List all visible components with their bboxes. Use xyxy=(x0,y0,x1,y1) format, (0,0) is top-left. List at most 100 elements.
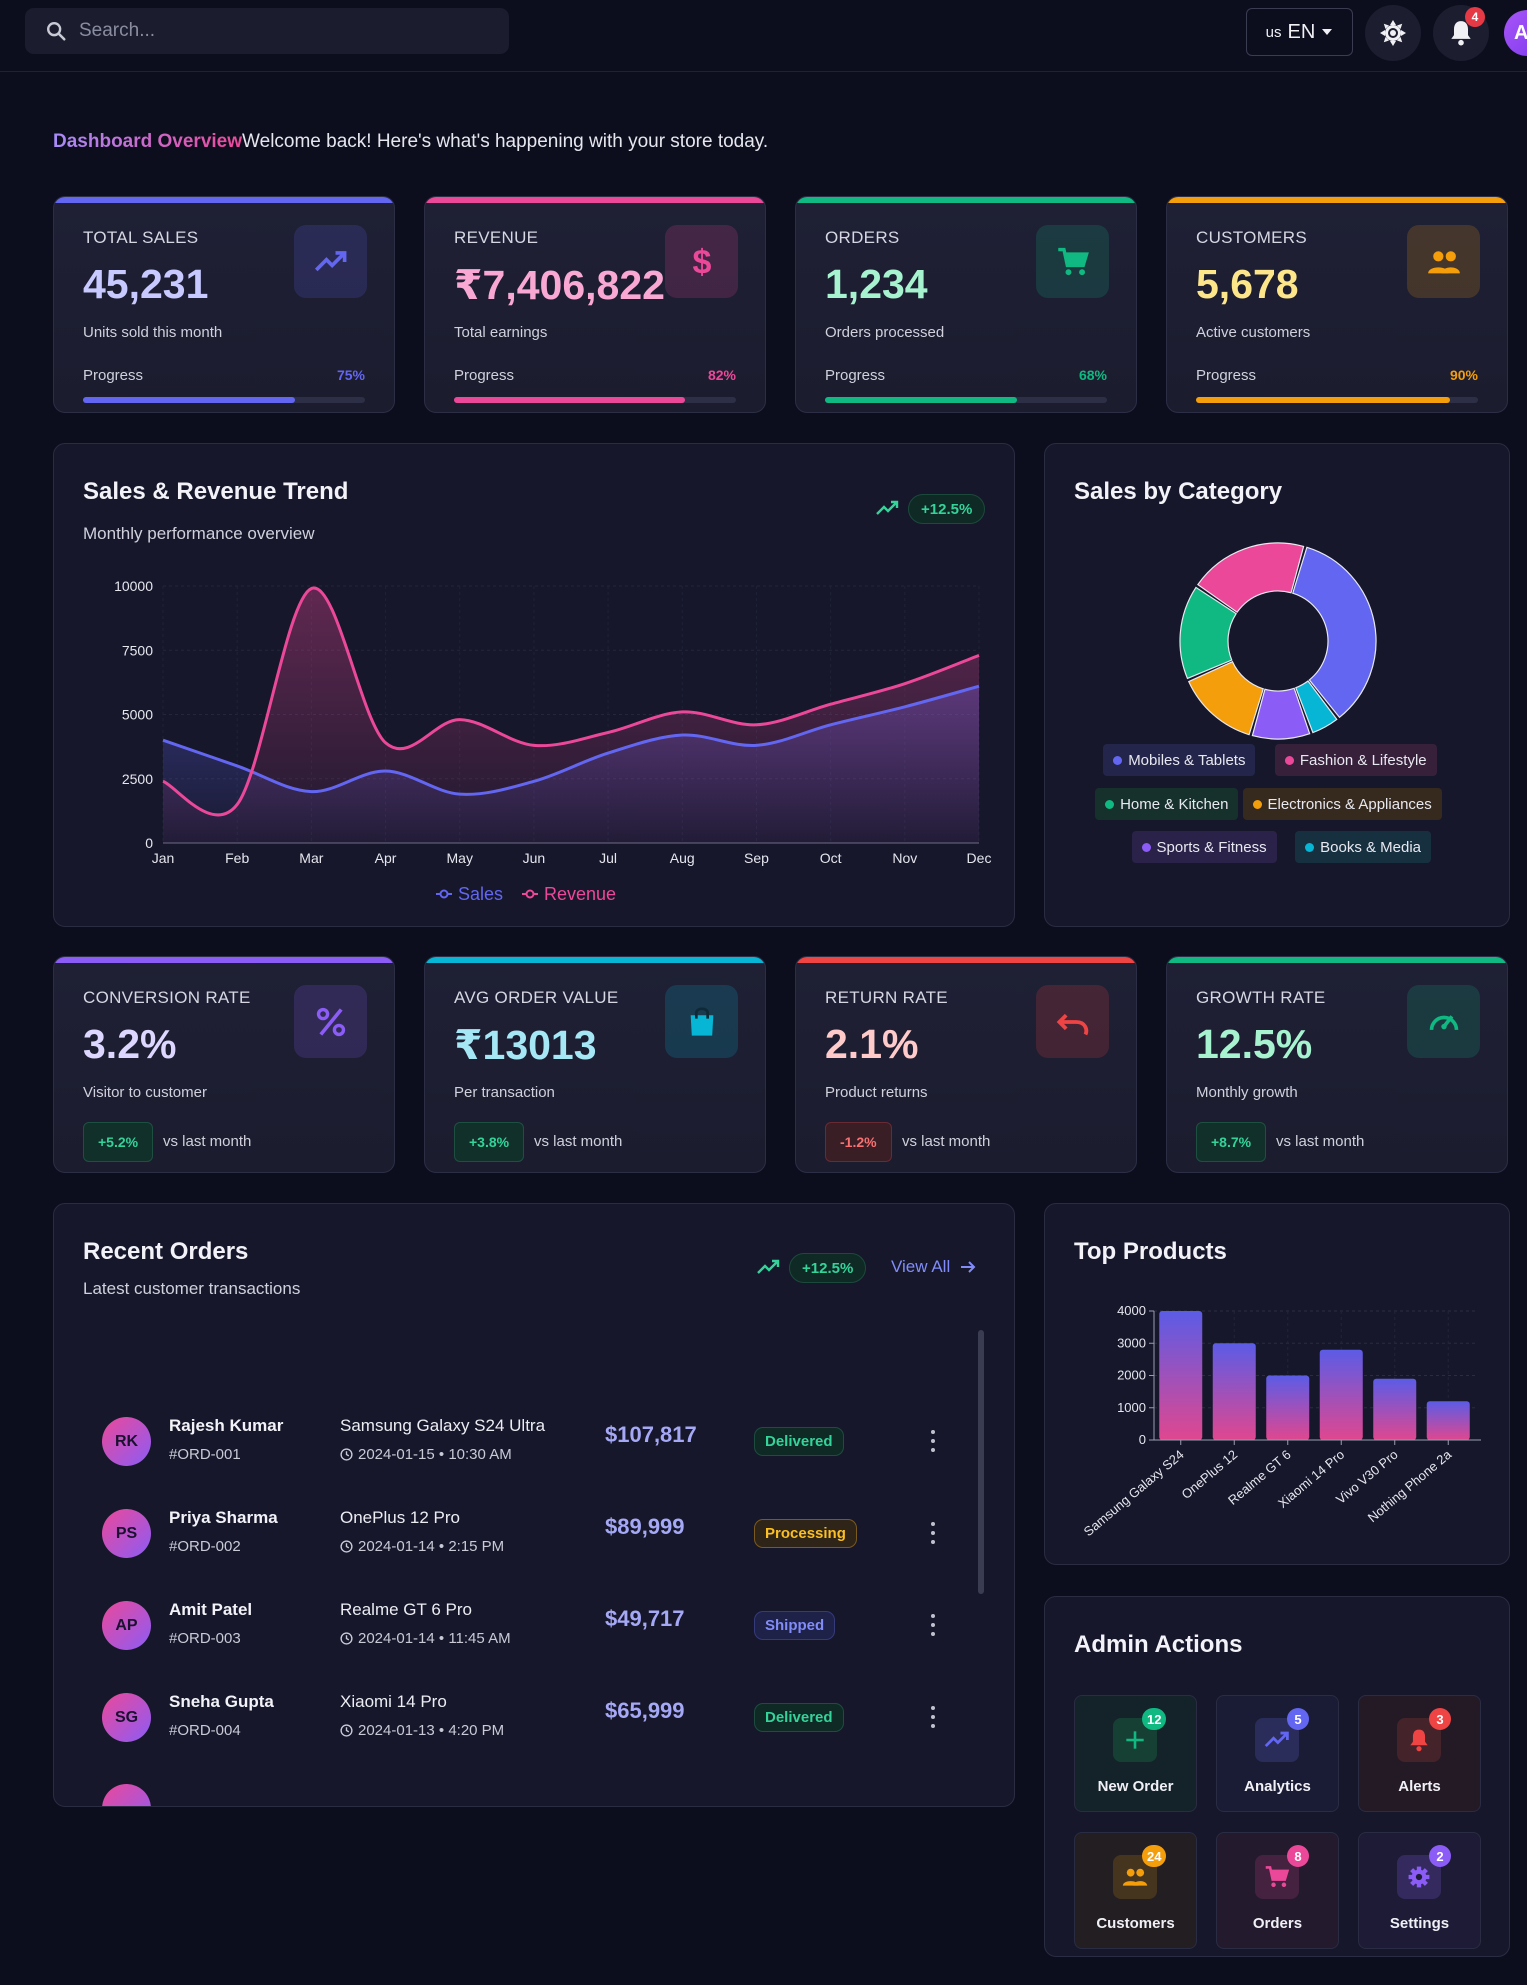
orders-scrollbar[interactable] xyxy=(978,1330,984,1594)
user-avatar[interactable]: A xyxy=(1504,10,1527,56)
product-bar[interactable] xyxy=(1266,1375,1310,1441)
order-time: 2024-01-15 • 10:30 AM xyxy=(340,1446,512,1463)
clock-icon xyxy=(340,1724,353,1737)
donut-slice[interactable] xyxy=(1251,687,1311,740)
progress-label: Progress xyxy=(1196,367,1257,384)
donut-slice[interactable] xyxy=(1291,546,1377,719)
donut-slice[interactable] xyxy=(1197,542,1305,614)
view-all-link[interactable]: View All xyxy=(891,1257,976,1277)
kpi-comparison: vs last month xyxy=(534,1133,623,1150)
legend-dot-icon xyxy=(1113,755,1123,765)
more-options-icon[interactable] xyxy=(928,1427,938,1455)
category-legend-item[interactable]: Home & Kitchen xyxy=(1095,788,1239,820)
admin-action-settings[interactable]: 2 Settings xyxy=(1358,1832,1481,1949)
dollar-icon: $ xyxy=(692,245,711,279)
theme-toggle-button[interactable] xyxy=(1365,5,1421,61)
x-tick-label: Samsung Galaxy S24 xyxy=(1081,1447,1187,1539)
category-legend-item[interactable]: Mobiles & Tablets xyxy=(1103,744,1256,776)
more-options-icon[interactable] xyxy=(928,1519,938,1547)
stat-label: CUSTOMERS xyxy=(1196,228,1308,247)
product-bar[interactable] xyxy=(1426,1401,1470,1440)
order-id: #ORD-001 xyxy=(169,1446,241,1463)
bell-icon xyxy=(1451,21,1471,46)
y-tick-label: 3000 xyxy=(1117,1335,1146,1350)
search-input[interactable] xyxy=(79,20,479,42)
x-tick-label: Oct xyxy=(820,850,842,866)
more-options-icon[interactable] xyxy=(928,1611,938,1639)
category-legend-item[interactable]: Sports & Fitness xyxy=(1131,831,1277,863)
donut-slice[interactable] xyxy=(1187,660,1265,736)
category-legend-item[interactable]: Books & Media xyxy=(1295,831,1432,863)
admin-action-alerts[interactable]: 3 Alerts xyxy=(1358,1695,1481,1812)
card-accent-bar xyxy=(425,957,765,963)
category-legend-item[interactable]: Electronics & Appliances xyxy=(1242,788,1442,820)
x-tick-label: Jul xyxy=(599,850,617,866)
top-products-panel: Top Products 4000 3000 2000 1000 0 Samsung Ga… xyxy=(1044,1203,1510,1565)
donut-slice[interactable] xyxy=(1295,680,1338,734)
language-selector[interactable]: us EN xyxy=(1246,8,1353,56)
legend-item[interactable]: Revenue xyxy=(522,884,616,904)
product-bar[interactable] xyxy=(1212,1343,1256,1440)
order-row[interactable]: SG Sneha Gupta #ORD-004 Xiaomi 14 Pro 20… xyxy=(54,1672,954,1764)
bell-icon xyxy=(1410,1729,1428,1752)
trend-chart-subtitle: Monthly performance overview xyxy=(83,524,315,543)
admin-action-orders[interactable]: 8 Orders xyxy=(1216,1832,1339,1949)
cart-icon xyxy=(1057,247,1089,275)
order-row[interactable]: PS Priya Sharma #ORD-002 OnePlus 12 Pro … xyxy=(54,1488,954,1580)
stat-description: Total earnings xyxy=(454,324,548,341)
orders-change-chip: +12.5% xyxy=(789,1253,867,1283)
admin-actions-panel: Admin Actions 12 New Order 5 Analytics 3… xyxy=(1044,1596,1510,1957)
product-bar[interactable] xyxy=(1373,1378,1417,1440)
legend-item[interactable]: Sales xyxy=(436,884,503,904)
customer-name: Amit Patel xyxy=(169,1600,253,1619)
customer-name: Sneha Gupta xyxy=(169,1692,274,1711)
stat-icon-box xyxy=(1036,225,1109,298)
admin-action-customers[interactable]: 24 Customers xyxy=(1074,1832,1197,1949)
category-legend-item[interactable]: Fashion & Lifestyle xyxy=(1274,744,1437,776)
search-bar[interactable] xyxy=(25,8,509,54)
product-bar[interactable] xyxy=(1319,1349,1363,1440)
legend-label: Mobiles & Tablets xyxy=(1128,751,1246,769)
admin-action-badge: 2 xyxy=(1429,1845,1451,1867)
customer-avatar: PS xyxy=(102,1509,151,1558)
donut-slice[interactable] xyxy=(1179,586,1237,680)
admin-action-analytics[interactable]: 5 Analytics xyxy=(1216,1695,1339,1812)
notifications-button[interactable]: 4 xyxy=(1433,5,1489,61)
customer-avatar xyxy=(102,1784,151,1806)
legend-label: Books & Media xyxy=(1320,838,1422,856)
admin-action-label: New Order xyxy=(1097,1778,1174,1795)
top-bar: us EN 4 A xyxy=(0,0,1527,72)
speedometer-icon xyxy=(1429,1014,1458,1030)
arrow-right-icon xyxy=(961,1261,976,1273)
x-tick-label: Nov xyxy=(892,850,917,866)
product-bar[interactable] xyxy=(1159,1311,1203,1440)
more-options-icon[interactable] xyxy=(928,1703,938,1731)
card-accent-bar xyxy=(54,197,394,203)
progress-percent: 82% xyxy=(707,367,736,383)
order-row[interactable]: RK Rajesh Kumar #ORD-001 Samsung Galaxy … xyxy=(54,1396,954,1488)
admin-action-label: Settings xyxy=(1389,1915,1450,1932)
trend-up-icon xyxy=(876,500,899,515)
y-tick-label: 0 xyxy=(145,835,153,851)
order-id: #ORD-004 xyxy=(169,1722,241,1739)
stat-card: CUSTOMERS 5,678 Active customers Progres… xyxy=(1166,196,1508,413)
kpi-value: 2.1% xyxy=(825,1021,919,1067)
order-row[interactable]: AP Amit Patel #ORD-003 Realme GT 6 Pro 2… xyxy=(54,1580,954,1672)
kpi-card: AVG ORDER VALUE ₹13013 Per transaction +… xyxy=(424,956,766,1173)
progress-fill xyxy=(83,397,295,403)
order-amount: $89,999 xyxy=(605,1514,685,1539)
x-tick-label: Aug xyxy=(670,850,695,866)
view-all-label: View All xyxy=(891,1257,951,1276)
recent-orders-subtitle: Latest customer transactions xyxy=(83,1279,301,1298)
legend-dot-icon xyxy=(1305,842,1315,852)
admin-action-new-order[interactable]: 12 New Order xyxy=(1074,1695,1197,1812)
kpi-description: Product returns xyxy=(825,1084,928,1101)
y-tick-label: 7500 xyxy=(122,642,153,658)
kpi-description: Monthly growth xyxy=(1196,1084,1298,1101)
revenue-area xyxy=(163,588,979,843)
flag-label: us xyxy=(1265,23,1282,41)
order-time: 2024-01-14 • 11:45 AM xyxy=(340,1630,511,1647)
kpi-icon-box xyxy=(1036,985,1109,1058)
x-tick-label: Sep xyxy=(744,850,769,866)
